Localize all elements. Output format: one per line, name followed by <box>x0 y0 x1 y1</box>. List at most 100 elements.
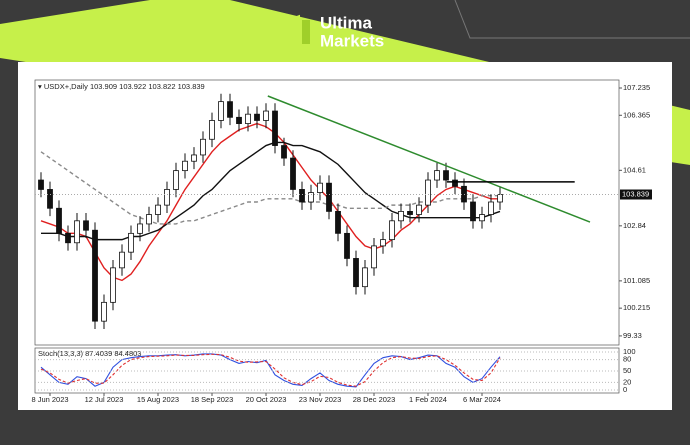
candle-body <box>353 258 359 288</box>
logo: Ultima Markets <box>292 13 384 50</box>
x-tick-label: 6 Mar 2024 <box>463 395 501 404</box>
ohlc: 103.909 <box>90 82 117 91</box>
candle-body <box>164 189 170 206</box>
stoch-line <box>40 353 501 388</box>
candle-body <box>371 245 377 269</box>
candle-body <box>101 301 107 322</box>
plot-frame <box>34 79 620 346</box>
logo-mark <box>292 14 300 38</box>
candle-body <box>488 201 494 215</box>
candle-body <box>479 214 485 222</box>
candle-body <box>416 204 422 215</box>
indicator-title: Stoch(13,3,3) <box>38 349 84 358</box>
candle-body <box>299 189 305 203</box>
x-tick-label: 8 Jun 2023 <box>31 395 68 404</box>
candle-body <box>470 201 476 222</box>
price-tag-label: 103.839 <box>622 189 649 198</box>
ohlc: 103.839 <box>178 82 205 91</box>
moving-average <box>41 141 501 241</box>
indicator-title: Stoch(13,3,3) 87.4039 84.4803 <box>38 349 141 358</box>
candle-body <box>425 179 431 206</box>
candle-body <box>74 220 80 244</box>
deco-line <box>454 0 690 39</box>
candle-body <box>236 116 242 124</box>
moving-average <box>40 122 500 282</box>
stoch-plot <box>40 353 501 388</box>
chart-title: USDX+,Daily <box>44 82 88 91</box>
candle-body <box>434 170 440 181</box>
candle-body <box>218 101 224 121</box>
stoch-tick-label: 50 <box>623 366 631 375</box>
candle-body <box>389 220 395 241</box>
x-tick-label: 18 Sep 2023 <box>191 395 234 404</box>
stoch-tick-label: 80 <box>623 355 631 364</box>
candle-body <box>209 120 215 140</box>
candle-body <box>272 110 278 146</box>
indicator-value: 87.4039 <box>85 349 112 358</box>
y-tick-label: 102.84 <box>623 221 646 230</box>
candle-body <box>146 214 152 225</box>
brand-text: Ultima <box>320 13 373 32</box>
x-tick-label: 12 Jul 2023 <box>85 395 124 404</box>
candle-body <box>407 211 413 215</box>
candle-body <box>38 179 44 190</box>
candle-body <box>155 204 161 215</box>
candle-body <box>119 251 125 269</box>
candle-body <box>254 113 260 121</box>
y-tick-label: 101.085 <box>623 276 650 285</box>
candle-body <box>245 113 251 124</box>
x-tick-label: 15 Aug 2023 <box>137 395 179 404</box>
candle-body <box>326 182 332 212</box>
candle-body <box>47 189 53 209</box>
candle-body <box>182 160 188 172</box>
logo-mark <box>302 20 310 44</box>
x-tick-label: 20 Oct 2023 <box>246 395 287 404</box>
candle-body <box>497 194 503 203</box>
candle-body <box>281 145 287 159</box>
y-tick-label: 107.235 <box>623 83 650 92</box>
candle-body <box>191 154 197 162</box>
x-tick-label: 1 Feb 2024 <box>409 395 447 404</box>
candle-body <box>110 267 116 303</box>
candle-body <box>128 232 134 253</box>
trend-line <box>267 95 591 223</box>
candle-body <box>344 232 350 259</box>
candle-body <box>173 170 179 190</box>
candle-body <box>308 192 314 203</box>
candle-body <box>335 211 341 234</box>
candle-body <box>263 110 269 121</box>
ohlc: 103.822 <box>148 82 175 91</box>
brand-text: Markets <box>320 31 384 50</box>
indicator-value: 84.4803 <box>114 349 141 358</box>
candle-body <box>227 101 233 118</box>
candle-body <box>56 207 62 234</box>
candle-body <box>443 170 449 181</box>
candle-body <box>380 239 386 247</box>
candle-body <box>200 138 206 156</box>
y-tick-label: 106.365 <box>623 110 650 119</box>
candle-body <box>92 229 98 322</box>
x-tick-label: 28 Dec 2023 <box>353 395 396 404</box>
plot <box>38 93 503 330</box>
candle-body <box>290 157 296 190</box>
price-tag <box>620 189 652 200</box>
ohlc: 103.922 <box>119 82 146 91</box>
stoch-tick-label: 20 <box>623 377 631 386</box>
stoch-tick-label: 100 <box>623 347 636 356</box>
chart-title: ▾ USDX+,Daily 103.909 103.922 103.822 10… <box>38 82 205 91</box>
candle-body <box>398 211 404 222</box>
candle-body <box>83 220 89 231</box>
candle-body <box>317 182 323 193</box>
candle-body <box>137 223 143 234</box>
stoch-line <box>40 353 501 387</box>
y-tick-label: 104.61 <box>623 165 646 174</box>
candle-body <box>65 232 71 244</box>
moving-average <box>40 151 500 225</box>
candle-body <box>452 179 458 187</box>
x-tick-label: 23 Nov 2023 <box>299 395 342 404</box>
y-tick-label: 100.215 <box>623 303 650 312</box>
candle-body <box>362 267 368 288</box>
y-tick-label: 99.33 <box>623 331 642 340</box>
